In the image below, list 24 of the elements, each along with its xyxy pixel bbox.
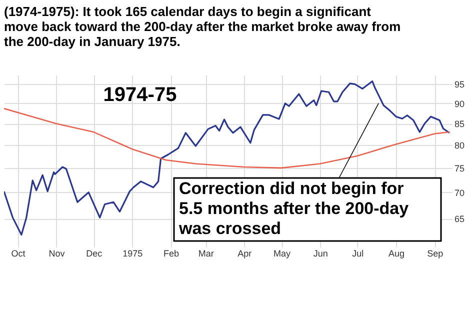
chart-title: (1974-1975): It took 165 calendar days to begin a significant move back toward the 200-day after the market broke away from the 200-day in January 1975. — [4, 4, 401, 49]
x-tick-label: Nov — [48, 248, 66, 258]
y-tick-label: 90 — [454, 98, 465, 109]
x-tick-label: Jul — [352, 248, 364, 258]
x-tick-label: Jun — [313, 248, 328, 258]
y-tick-label: 85 — [454, 119, 465, 130]
x-tick-label: Sep — [427, 248, 444, 258]
line-series — [4, 80, 450, 236]
x-tick-label: Mar — [198, 248, 214, 258]
y-tick-label: 95 — [454, 80, 465, 90]
x-tick-label: Aug — [388, 248, 405, 258]
x-tick-label: May — [274, 248, 292, 258]
annotation: Correction did not begin for 5.5 months after the 200-day was crossed — [178, 179, 410, 238]
y-tick-label: 80 — [454, 140, 465, 151]
x-tick-label: Oct — [11, 248, 26, 258]
x-tick-label: Feb — [164, 248, 180, 258]
x-tick-label: 1975 — [122, 248, 143, 258]
x-tick-label: Apr — [238, 248, 252, 258]
annotation: 1974-75 — [103, 84, 177, 106]
y-tick-label: 75 — [454, 163, 465, 174]
y-tick-label: 65 — [454, 214, 465, 224]
x-tick-label: Dec — [86, 248, 103, 258]
y-tick-label: 70 — [454, 188, 465, 198]
line-series — [4, 108, 450, 169]
